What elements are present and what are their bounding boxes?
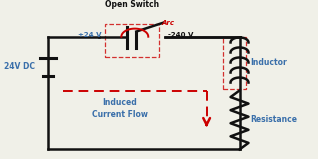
- Text: +24 V: +24 V: [79, 31, 102, 38]
- Text: Induced
Current Flow: Induced Current Flow: [92, 98, 148, 119]
- Text: -240 V: -240 V: [168, 31, 193, 38]
- Text: Resistance: Resistance: [250, 115, 297, 124]
- Text: Arc: Arc: [162, 20, 175, 26]
- Text: Open Switch: Open Switch: [105, 0, 159, 9]
- Text: Inductor: Inductor: [250, 58, 287, 67]
- Text: 24V DC: 24V DC: [3, 62, 35, 71]
